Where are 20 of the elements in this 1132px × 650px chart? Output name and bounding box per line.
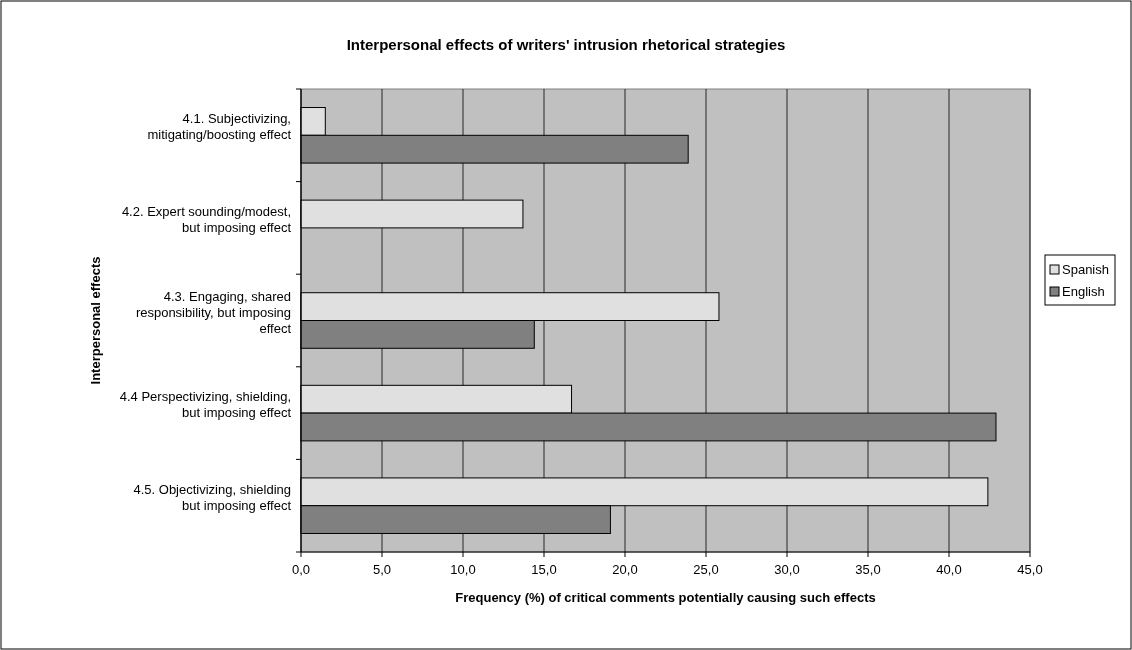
x-axis-title: Frequency (%) of critical comments potentially causing such effects [455, 590, 876, 605]
chart-title: Interpersonal effects of writers' intrusion rhetorical strategies [346, 36, 786, 53]
x-tick-label: 15,0 [531, 562, 557, 577]
y-axis-title: Interpersonal effects [88, 256, 103, 385]
x-tick-label: 45,0 [1017, 562, 1043, 577]
x-tick-label: 35,0 [855, 562, 881, 577]
legend-label: English [1062, 284, 1105, 299]
x-tick-label: 5,0 [372, 562, 392, 577]
y-tick-label: 4.1. Subjectivizing, mitigating/boosting effect [147, 111, 292, 143]
y-tick-label: 4.5. Objectivizing, shielding but imposing effect [133, 481, 292, 513]
x-tick-label: 0,0 [291, 562, 311, 577]
y-tick-label: 4.2. Expert sounding/modest, but imposing effect [121, 203, 292, 235]
x-tick-label: 20,0 [612, 562, 638, 577]
x-tick-label: 25,0 [693, 562, 719, 577]
x-tick-label: 30,0 [774, 562, 800, 577]
x-tick-label: 40,0 [936, 562, 962, 577]
x-tick-label: 10,0 [450, 562, 476, 577]
legend-label: Spanish [1062, 262, 1109, 277]
y-tick-label: 4.3. Engaging, shared responsibility, but imposing effect [135, 288, 292, 336]
y-tick-label: 4.4 Perspectivizing, shielding, but imposing effect [119, 389, 292, 421]
